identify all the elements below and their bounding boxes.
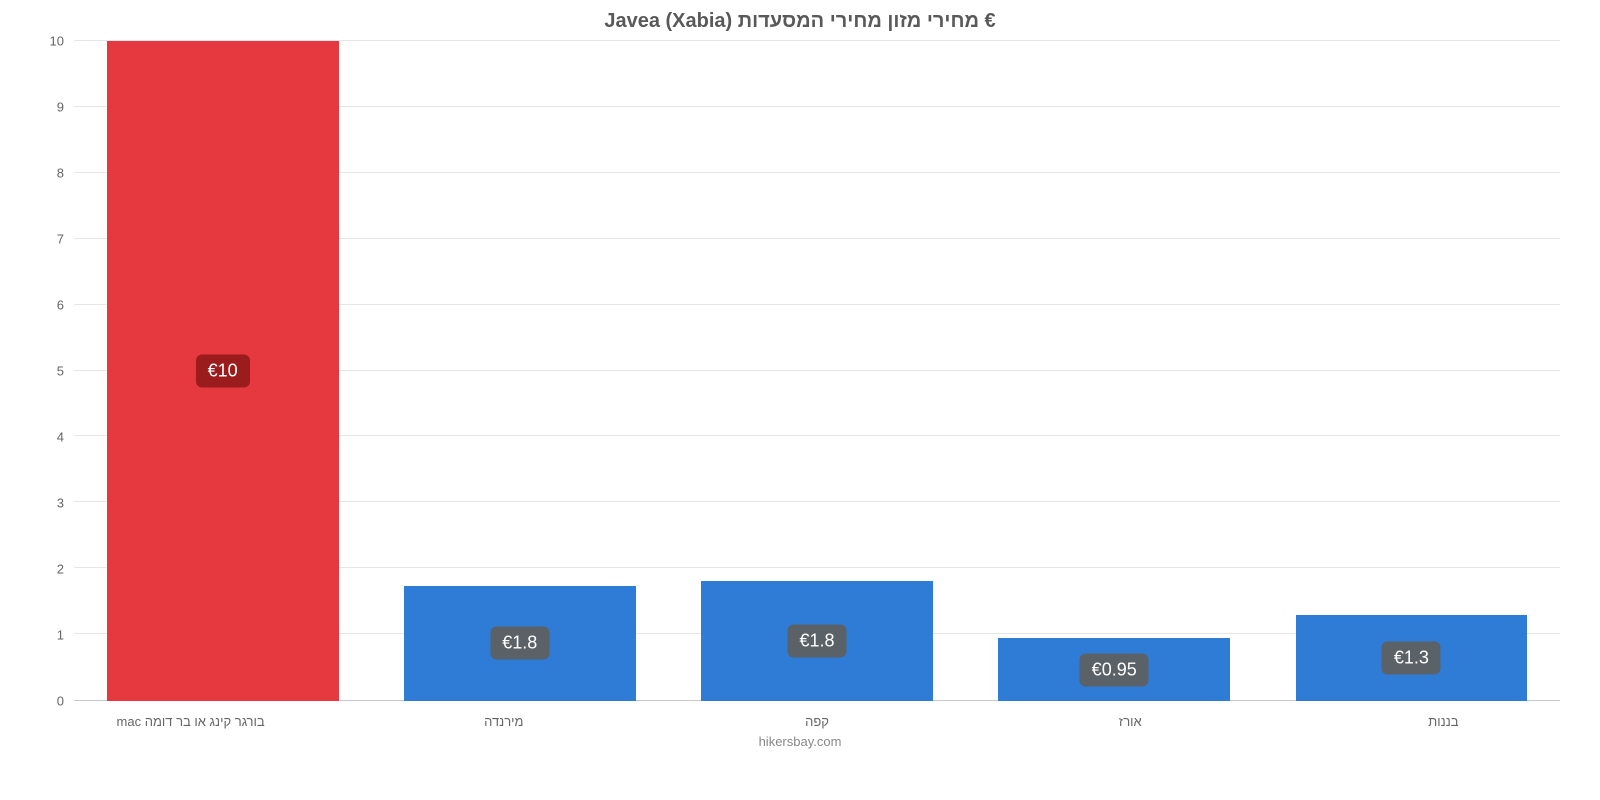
- chart-title: Javea (Xabia) מחירי מזון מחירי המסעדות €: [40, 10, 1560, 33]
- plot-area: 012345678910 €10 €1.8 €1.8 €0.95 €1.3: [40, 41, 1560, 701]
- y-tick: 10: [34, 34, 64, 49]
- bar: €1.3: [1296, 615, 1528, 701]
- bar: €10: [107, 41, 339, 701]
- bar: €0.95: [998, 638, 1230, 701]
- chart-credit: hikersbay.com: [0, 734, 1600, 749]
- x-axis-label: קפה: [660, 706, 973, 729]
- bar: €1.8: [404, 586, 636, 702]
- y-tick: 1: [34, 628, 64, 643]
- x-axis-label: בננות: [1287, 706, 1600, 729]
- bars-container: €10 €1.8 €1.8 €0.95 €1.3: [74, 41, 1560, 701]
- y-tick: 9: [34, 100, 64, 115]
- y-tick: 2: [34, 562, 64, 577]
- y-tick: 7: [34, 232, 64, 247]
- bar-value-label: €10: [196, 355, 250, 388]
- x-axis-label: מירנדה: [347, 706, 660, 729]
- bar-value-label: €0.95: [1080, 653, 1149, 686]
- x-axis-label: mac בורגר קינג או בר דומה: [34, 706, 347, 729]
- bar-slot: €1.8: [371, 41, 668, 701]
- bar-slot: €10: [74, 41, 371, 701]
- y-axis: 012345678910: [40, 41, 70, 701]
- y-tick: 6: [34, 298, 64, 313]
- x-axis-label: אורז: [974, 706, 1287, 729]
- bar-slot: €1.8: [668, 41, 965, 701]
- bar-slot: €0.95: [966, 41, 1263, 701]
- bar-value-label: €1.8: [490, 627, 549, 660]
- bar-slot: €1.3: [1263, 41, 1560, 701]
- bar-value-label: €1.3: [1382, 642, 1441, 675]
- x-axis-labels: mac בורגר קינג או בר דומהמירנדהקפהאורזבנ…: [34, 706, 1600, 729]
- y-tick: 4: [34, 430, 64, 445]
- y-tick: 8: [34, 166, 64, 181]
- y-tick: 5: [34, 364, 64, 379]
- bar-value-label: €1.8: [787, 624, 846, 657]
- price-chart: Javea (Xabia) מחירי מזון מחירי המסעדות €…: [0, 0, 1600, 800]
- bar: €1.8: [701, 581, 933, 701]
- y-tick: 3: [34, 496, 64, 511]
